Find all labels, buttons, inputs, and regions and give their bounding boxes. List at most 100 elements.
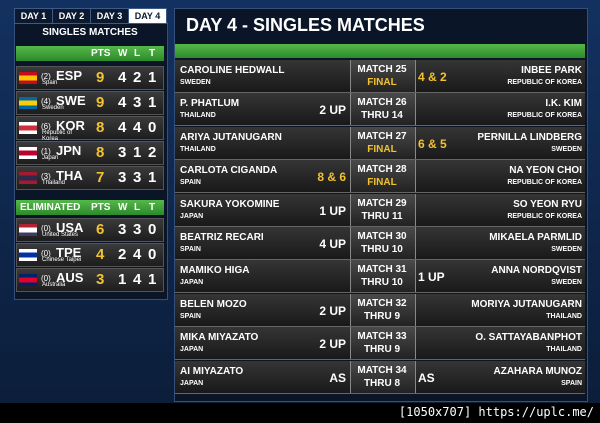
country: United States [42,232,79,238]
player-name: NA YEON CHOI [509,165,582,177]
points: 7 [96,169,105,186]
match-box [350,126,416,159]
player-country: SPAIN [180,179,201,187]
country: Spain [42,80,58,86]
stat-l: 3 [133,221,142,238]
flag [19,147,37,159]
match-score: 6 & 5 [418,136,447,151]
match-score: 8 & 6 [317,170,346,185]
points: 3 [96,271,105,288]
seed: (0) [41,224,51,233]
match-status: THRU 9 [363,344,401,356]
match-number: MATCH 29 [357,197,407,209]
points: 8 [96,119,105,136]
player-name: CARLOTA CIGANDA [180,165,278,177]
player-country: SWEDEN [551,145,582,153]
match-box [350,93,416,126]
country: Chinese Taipei [42,257,82,263]
match-number: MATCH 30 [357,231,407,242]
country: Sweden [42,105,64,111]
country: Thailand [42,180,66,186]
match-box [350,260,416,293]
player-name: PERNILLA LINDBERG [477,131,582,143]
player-name: ARIYA JUTANUGARN [180,131,282,143]
day-tab[interactable]: DAY 2 [52,8,91,24]
player-country: JAPAN [180,379,204,387]
day-tab[interactable]: DAY 1 [14,8,53,24]
flag [19,97,37,109]
stat-t: 0 [148,119,157,136]
match-box [350,293,416,326]
column-header: T [149,48,156,59]
team-code: AUS [56,270,84,285]
match-status: FINAL [367,143,397,155]
stat-t: 1 [148,94,157,111]
team-code: THA [56,168,83,183]
country: Japan [42,155,59,161]
column-header: L [134,202,141,213]
country: Republic of Korea [42,130,73,142]
stat-l: 4 [133,246,142,263]
match-box [350,193,416,226]
day-tab[interactable]: DAY 3 [90,8,129,24]
match-score: 4 & 2 [418,70,447,84]
day-tab[interactable]: DAY 4 [128,8,167,24]
stat-w: 1 [118,271,127,288]
match-box [350,160,416,193]
green-band [175,44,585,58]
stat-l: 2 [133,69,142,86]
match-number: MATCH 26 [357,97,407,109]
standings-header [16,200,164,215]
match-score: 2 UP [319,303,346,318]
player-name: INBEE PARK [521,65,582,76]
seed: (0) [41,274,51,283]
match-status: THRU 9 [363,310,401,322]
stat-l: 1 [133,144,142,161]
player-name: MAMIKO HIGA [180,265,250,277]
team-row [16,218,164,242]
standings-header [16,46,164,61]
match-status: THRU 10 [361,277,403,289]
points: 9 [96,94,105,111]
team-row [16,66,164,90]
player-name: SO YEON RYU [513,198,582,210]
column-header: W [118,48,128,59]
stat-w: 3 [118,144,127,161]
stat-t: 0 [148,246,157,263]
player-name: CAROLINE HEDWALL [180,65,285,76]
column-header: T [149,202,156,213]
match-status: THRU 14 [361,110,403,122]
match-score: AS [418,370,435,385]
points: 8 [96,144,105,161]
match-status: THRU 11 [361,210,403,222]
team-row [16,268,164,292]
seed: (4) [41,97,51,106]
team-row [16,166,164,190]
team-code: KOR [56,118,85,133]
flag [19,172,37,184]
team-code: SWE [56,93,86,108]
match-box [350,60,416,92]
match-status: FINAL [367,177,397,189]
player-country: REPUBLIC OF KOREA [507,79,582,86]
match-number: MATCH 32 [357,297,407,309]
match-score: 1 UP [319,203,346,218]
match-number: MATCH 34 [357,364,407,376]
player-country: THAILAND [180,145,216,153]
points: 9 [96,69,105,86]
match-status: FINAL [367,77,397,88]
match-score: 2 UP [319,337,346,352]
team-row [16,116,164,140]
player-country: SWEDEN [180,79,211,86]
player-name: MIKA MIYAZATO [180,332,259,344]
player-country: THAILAND [546,312,582,320]
seed: (0) [41,249,51,258]
stat-w: 4 [118,119,127,136]
stat-t: 2 [148,144,157,161]
seed: (6) [41,122,51,131]
flag [19,224,37,236]
player-country: JAPAN [180,279,204,287]
player-name: O. SATTAYABANPHOT [475,332,582,344]
team-code: TPE [56,245,82,260]
bottom-strip [0,403,600,423]
